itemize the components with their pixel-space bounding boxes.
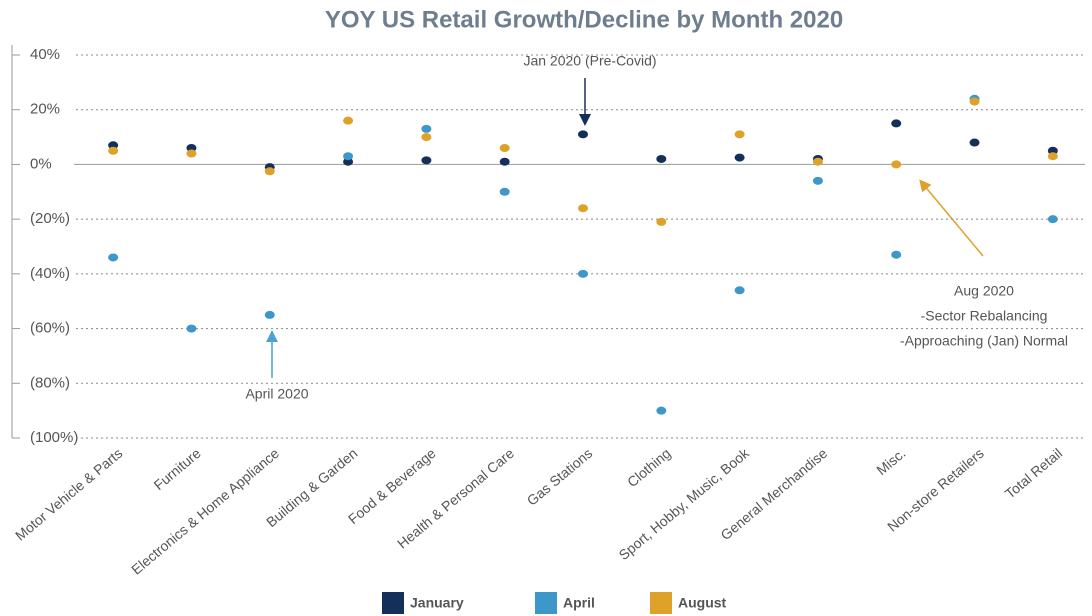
dot (656, 154, 667, 163)
y-tick-label: 40% (30, 46, 60, 63)
x-tick-label: Total Retail (1002, 445, 1065, 502)
x-tick-label: Sport, Hobby, Music, Book (615, 444, 752, 563)
dot (1047, 152, 1058, 161)
x-tick-label: Gas Stations (524, 445, 596, 509)
legend-swatch (650, 592, 672, 614)
dot (734, 153, 745, 162)
dot (499, 157, 510, 166)
dot (891, 160, 902, 169)
dot (578, 269, 588, 278)
dot (734, 130, 745, 139)
legend-label: April (563, 595, 595, 611)
dot (421, 156, 432, 165)
annotation-arrow (919, 179, 984, 257)
annotation: -Approaching (Jan) Normal (900, 333, 1068, 349)
dot (421, 133, 432, 142)
y-tick-label: (60%) (30, 320, 70, 337)
dot (186, 324, 197, 333)
annotation: April 2020 (245, 386, 308, 402)
dot (108, 141, 119, 150)
dot (812, 157, 823, 166)
dot (891, 119, 902, 128)
dot (969, 138, 980, 147)
annotation: Aug 2020 (954, 283, 1014, 299)
dot (108, 253, 119, 262)
x-tick-label: Motor Vehicle & Parts (12, 445, 125, 544)
y-tick-label: (80%) (30, 374, 70, 391)
y-tick-label: (40%) (30, 265, 70, 282)
dot (343, 157, 354, 166)
y-tick-label: 0% (30, 155, 52, 172)
legend-label: August (678, 595, 727, 611)
annotation: Jan 2020 (Pre-Covid) (523, 53, 656, 69)
legend-swatch (382, 592, 404, 614)
dot (264, 167, 275, 176)
dot (1047, 215, 1058, 224)
x-tick-label: Electronics & Home Appliance (128, 445, 282, 578)
y-tick-label: (20%) (30, 210, 70, 227)
dot (343, 152, 354, 161)
dot (578, 204, 588, 213)
dot (891, 250, 902, 259)
dot (186, 149, 197, 158)
dot (734, 286, 745, 295)
legend-label: January (410, 595, 464, 611)
y-tick-label: (100%) (30, 429, 78, 446)
dot (343, 116, 354, 125)
dot (656, 406, 667, 415)
x-tick-label: Furniture (151, 445, 204, 493)
dot (969, 97, 980, 106)
chart-title: YOY US Retail Growth/Decline by Month 20… (325, 6, 843, 33)
dot (656, 217, 667, 226)
dot (108, 146, 119, 155)
dot (499, 144, 510, 153)
x-tick-label: Clothing (624, 445, 674, 490)
y-tick-label: 20% (30, 101, 60, 118)
dot (499, 187, 510, 196)
dot (421, 124, 432, 133)
x-tick-label: Misc. (873, 445, 908, 478)
dot (578, 130, 588, 139)
dot (1047, 146, 1058, 155)
dot (264, 310, 275, 319)
legend-swatch (535, 592, 557, 614)
dot (186, 144, 197, 153)
dot (812, 176, 823, 185)
annotation: -Sector Rebalancing (921, 308, 1048, 324)
